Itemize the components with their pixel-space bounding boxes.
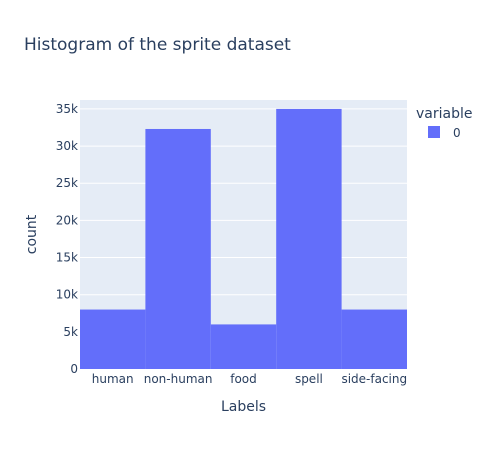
y-tick-label: 35k (56, 102, 78, 116)
bar-human[interactable] (80, 309, 146, 369)
legend-swatch[interactable] (428, 126, 440, 138)
x-tick-label: food (230, 372, 257, 386)
x-axis-ticks: human non-human food spell side-facing (92, 372, 407, 386)
bar-non-human[interactable] (145, 128, 211, 369)
x-tick-label: human (92, 372, 134, 386)
y-tick-label: 0 (70, 362, 78, 376)
y-axis-ticks: 0 5k 10k 15k 20k 25k 30k 35k (56, 102, 78, 376)
x-tick-label: spell (295, 372, 323, 386)
y-tick-label: 20k (56, 213, 78, 227)
y-axis-title: count (24, 214, 40, 254)
legend-entry-label[interactable]: 0 (453, 126, 461, 140)
bar-side-facing[interactable] (341, 309, 407, 369)
bars (80, 108, 407, 370)
x-axis-title: Labels (221, 399, 266, 415)
legend: variable 0 (416, 106, 472, 140)
bar-spell[interactable] (276, 108, 342, 370)
bar-food[interactable] (210, 324, 277, 369)
chart-title: Histogram of the sprite dataset (24, 35, 291, 55)
y-tick-label: 25k (56, 176, 78, 190)
y-tick-label: 15k (56, 251, 78, 265)
x-tick-label: non-human (144, 372, 213, 386)
y-tick-label: 10k (56, 288, 78, 302)
y-tick-label: 30k (56, 139, 78, 153)
x-tick-label: side-facing (341, 372, 407, 386)
y-tick-label: 5k (63, 325, 78, 339)
legend-title: variable (416, 106, 472, 122)
